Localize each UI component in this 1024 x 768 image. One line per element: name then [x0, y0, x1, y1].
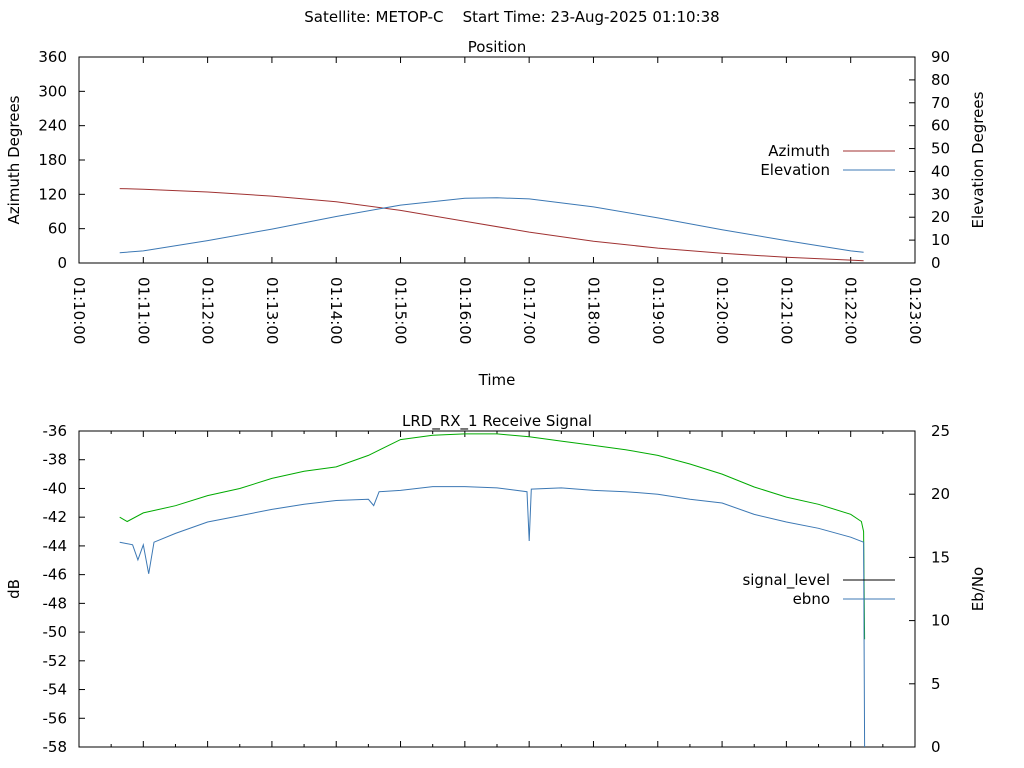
y2-tick-label: 15 [931, 548, 950, 566]
legend-label: Elevation [760, 161, 830, 179]
legend-label: signal_level [742, 571, 830, 590]
y-axis-label: Azimuth Degrees [5, 95, 23, 224]
y2-tick-label: 5 [931, 675, 941, 693]
y-tick-label: -36 [43, 422, 68, 440]
y-tick-label: 120 [38, 185, 67, 203]
y-tick-label: -40 [43, 479, 68, 497]
y2-tick-label: 25 [931, 422, 950, 440]
y-axis-label: dB [5, 579, 23, 599]
series-line-azimuth [119, 188, 864, 262]
y-tick-label: -54 [43, 681, 68, 699]
main-title: Satellite: METOP-C Start Time: 23-Aug-20… [304, 8, 719, 26]
x-tick-label: 01:13:00 [263, 277, 281, 344]
plot-frame [78, 56, 916, 264]
y2-tick-label: 40 [931, 162, 950, 180]
x-tick-label: 01:19:00 [649, 277, 667, 344]
y2-tick-label: 50 [931, 140, 950, 158]
y2-tick-label: 90 [931, 48, 950, 66]
y2-axis-label: Eb/No [969, 567, 987, 611]
legend-label: ebno [793, 590, 830, 608]
x-tick-label: 01:11:00 [134, 277, 152, 344]
x-axis-label: Time [478, 371, 516, 389]
y2-tick-label: 70 [931, 94, 950, 112]
chart-title: Position [468, 38, 526, 56]
series-line-signal-level [119, 433, 866, 640]
x-tick-label: 01:18:00 [584, 277, 602, 344]
y-tick-label: -38 [43, 451, 68, 469]
receive-signal-chart: LRD_RX_1 Receive Signal -36 -38 -40 -42 -44 -4… [5, 412, 987, 756]
y2-axis-label: Elevation Degrees [969, 91, 987, 228]
legend-label: Azimuth [768, 142, 830, 160]
x-tick-label: 01:17:00 [520, 277, 538, 344]
x-tick-label: 01:21:00 [777, 277, 795, 344]
series-line-elevation [119, 197, 864, 254]
y-tick-label: -46 [43, 566, 68, 584]
y-tick-label: -42 [43, 508, 68, 526]
y-tick-label: 300 [38, 82, 67, 100]
x-tick-label: 01:16:00 [456, 277, 474, 344]
x-tick-label: 01:20:00 [713, 277, 731, 344]
y-tick-label: -50 [43, 623, 68, 641]
y2-tick-label: 10 [931, 231, 950, 249]
x-tick-label: 01:15:00 [392, 277, 410, 344]
y2-tick-label: 30 [931, 185, 950, 203]
y-tick-label: -48 [43, 594, 68, 612]
plot-frame [78, 430, 916, 748]
y2-tick-label: 0 [931, 738, 941, 756]
y-tick-label: 180 [38, 151, 67, 169]
x-tick-label: 01:12:00 [199, 277, 217, 344]
x-tick-label: 01:23:00 [906, 277, 924, 344]
y-tick-label: -52 [43, 652, 68, 670]
y2-tick-label: 0 [931, 254, 941, 272]
y2-tick-label: 80 [931, 71, 950, 89]
x-tick-label: 01:14:00 [327, 277, 345, 344]
chart-title: LRD_RX_1 Receive Signal [402, 412, 592, 431]
y2-tick-label: 10 [931, 612, 950, 630]
y2-tick-label: 20 [931, 485, 950, 503]
y-tick-label: -56 [43, 709, 68, 727]
y-tick-label: -44 [43, 537, 68, 555]
y2-tick-label: 20 [931, 208, 950, 226]
y-tick-label: 0 [57, 254, 67, 272]
position-chart: Position 0 60 120 180 240 300 360 0 10 20 30 40 50 60 7… [5, 38, 987, 389]
y-tick-label: -58 [43, 738, 68, 756]
y-tick-label: 60 [48, 220, 67, 238]
series-line-ebno [119, 486, 866, 748]
x-tick-label: 01:10:00 [70, 277, 88, 344]
y-tick-label: 360 [38, 48, 67, 66]
y2-tick-label: 60 [931, 117, 950, 135]
y-tick-label: 240 [38, 117, 67, 135]
x-tick-label: 01:22:00 [842, 277, 860, 344]
